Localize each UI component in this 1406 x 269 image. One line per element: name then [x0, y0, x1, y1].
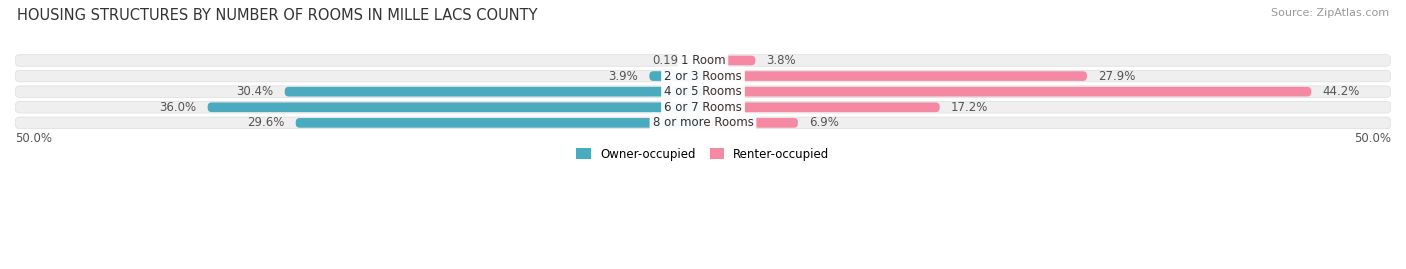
Text: 6.9%: 6.9%	[808, 116, 839, 129]
Text: 36.0%: 36.0%	[159, 101, 197, 114]
Text: 1 Room: 1 Room	[681, 54, 725, 67]
Text: 50.0%: 50.0%	[1354, 132, 1391, 145]
FancyBboxPatch shape	[284, 87, 703, 97]
FancyBboxPatch shape	[703, 118, 799, 128]
FancyBboxPatch shape	[15, 101, 1391, 113]
FancyBboxPatch shape	[15, 117, 1391, 129]
FancyBboxPatch shape	[650, 71, 703, 81]
FancyBboxPatch shape	[703, 87, 1312, 97]
FancyBboxPatch shape	[15, 55, 1391, 66]
Text: Source: ZipAtlas.com: Source: ZipAtlas.com	[1271, 8, 1389, 18]
Text: 3.9%: 3.9%	[609, 70, 638, 83]
FancyBboxPatch shape	[208, 102, 703, 112]
Legend: Owner-occupied, Renter-occupied: Owner-occupied, Renter-occupied	[572, 143, 834, 165]
Text: HOUSING STRUCTURES BY NUMBER OF ROOMS IN MILLE LACS COUNTY: HOUSING STRUCTURES BY NUMBER OF ROOMS IN…	[17, 8, 537, 23]
Text: 30.4%: 30.4%	[236, 85, 274, 98]
FancyBboxPatch shape	[295, 118, 703, 128]
Text: 17.2%: 17.2%	[950, 101, 988, 114]
Text: 29.6%: 29.6%	[247, 116, 284, 129]
Text: 0.19%: 0.19%	[652, 54, 689, 67]
FancyBboxPatch shape	[703, 56, 755, 65]
FancyBboxPatch shape	[703, 71, 1087, 81]
Text: 2 or 3 Rooms: 2 or 3 Rooms	[664, 70, 742, 83]
FancyBboxPatch shape	[699, 56, 704, 65]
FancyBboxPatch shape	[15, 70, 1391, 82]
FancyBboxPatch shape	[15, 86, 1391, 97]
Text: 4 or 5 Rooms: 4 or 5 Rooms	[664, 85, 742, 98]
Text: 44.2%: 44.2%	[1322, 85, 1360, 98]
Text: 3.8%: 3.8%	[766, 54, 796, 67]
Text: 50.0%: 50.0%	[15, 132, 52, 145]
Text: 6 or 7 Rooms: 6 or 7 Rooms	[664, 101, 742, 114]
FancyBboxPatch shape	[703, 102, 939, 112]
Text: 8 or more Rooms: 8 or more Rooms	[652, 116, 754, 129]
Text: 27.9%: 27.9%	[1098, 70, 1135, 83]
